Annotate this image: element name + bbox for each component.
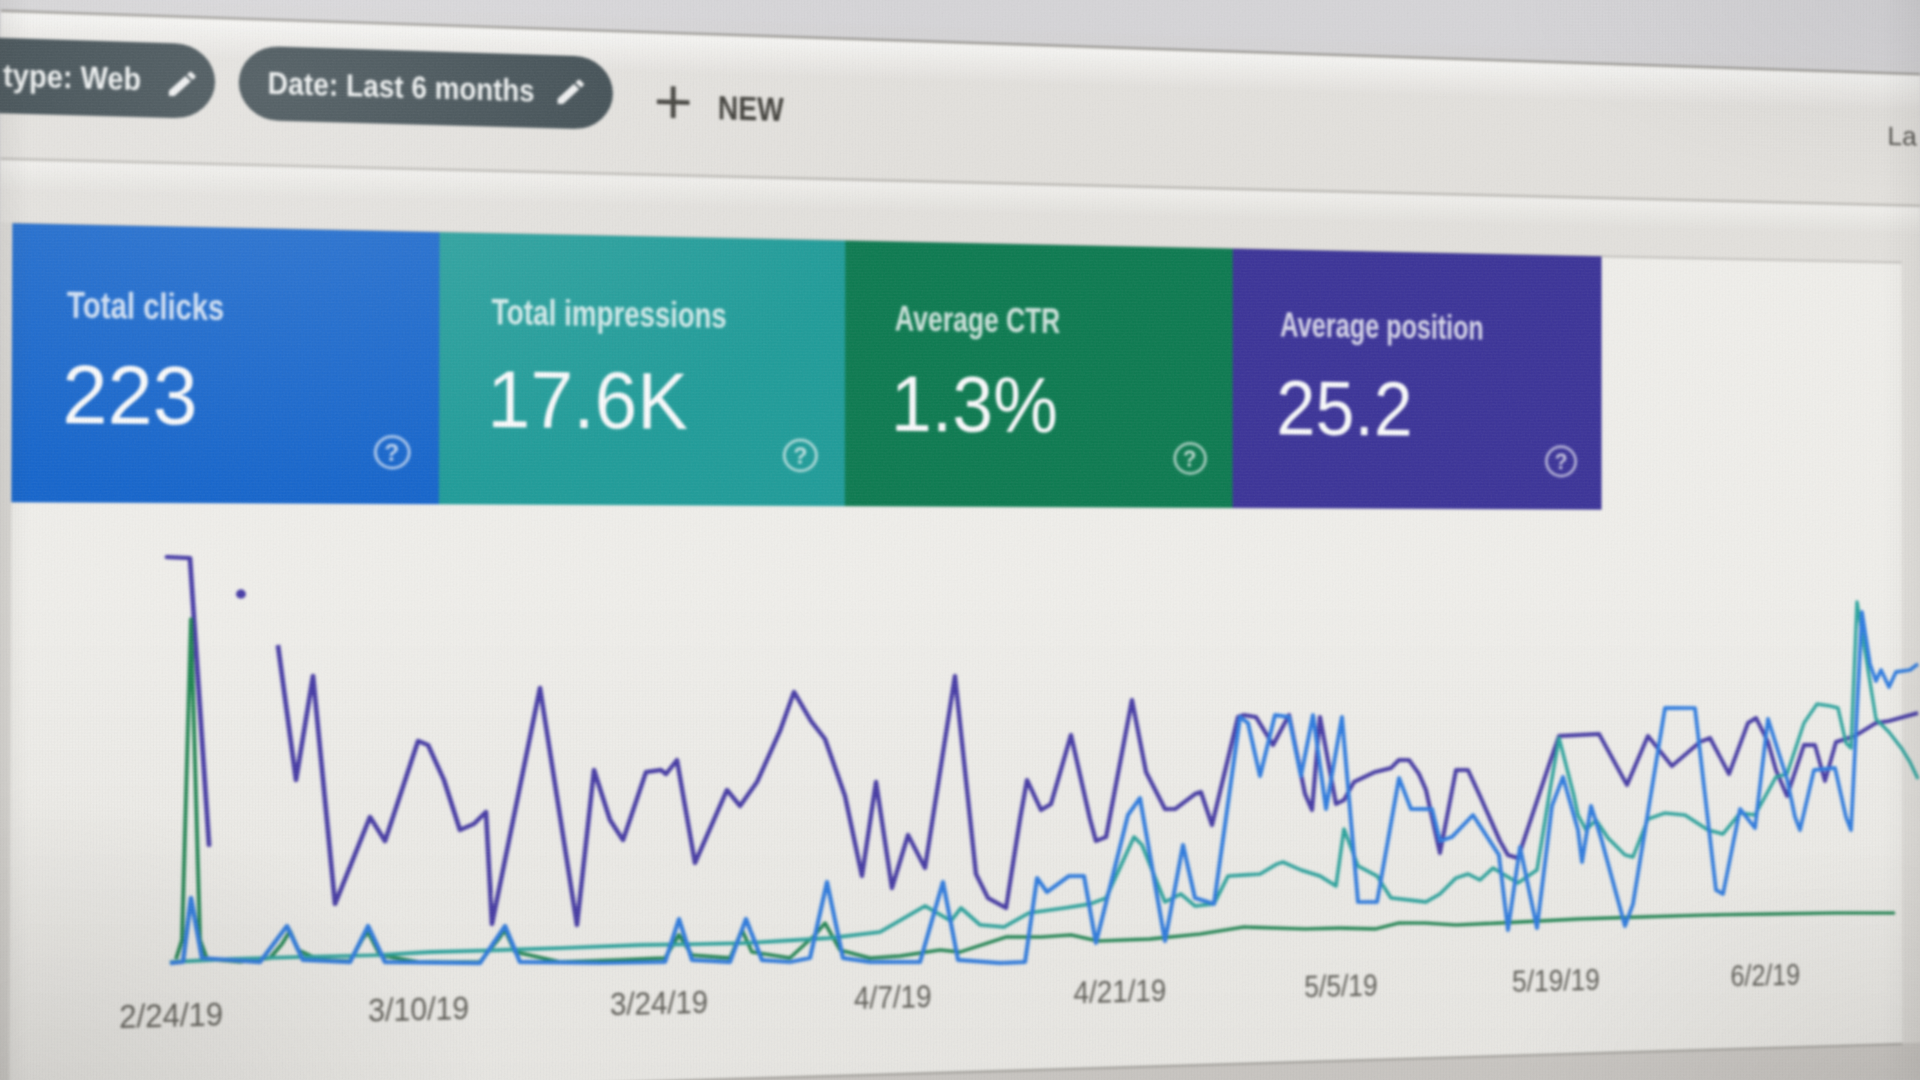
svg-text:5/19/19: 5/19/19 xyxy=(1512,963,1600,999)
svg-text:6/2/19: 6/2/19 xyxy=(1731,958,1800,993)
svg-text:3/24/19: 3/24/19 xyxy=(610,984,708,1022)
svg-text:2/24/19: 2/24/19 xyxy=(119,996,223,1036)
svg-text:4/21/19: 4/21/19 xyxy=(1073,973,1166,1010)
svg-text:4/7/19: 4/7/19 xyxy=(854,979,932,1016)
svg-text:3/10/19: 3/10/19 xyxy=(368,990,469,1029)
svg-text:5/5/19: 5/5/19 xyxy=(1304,968,1377,1004)
